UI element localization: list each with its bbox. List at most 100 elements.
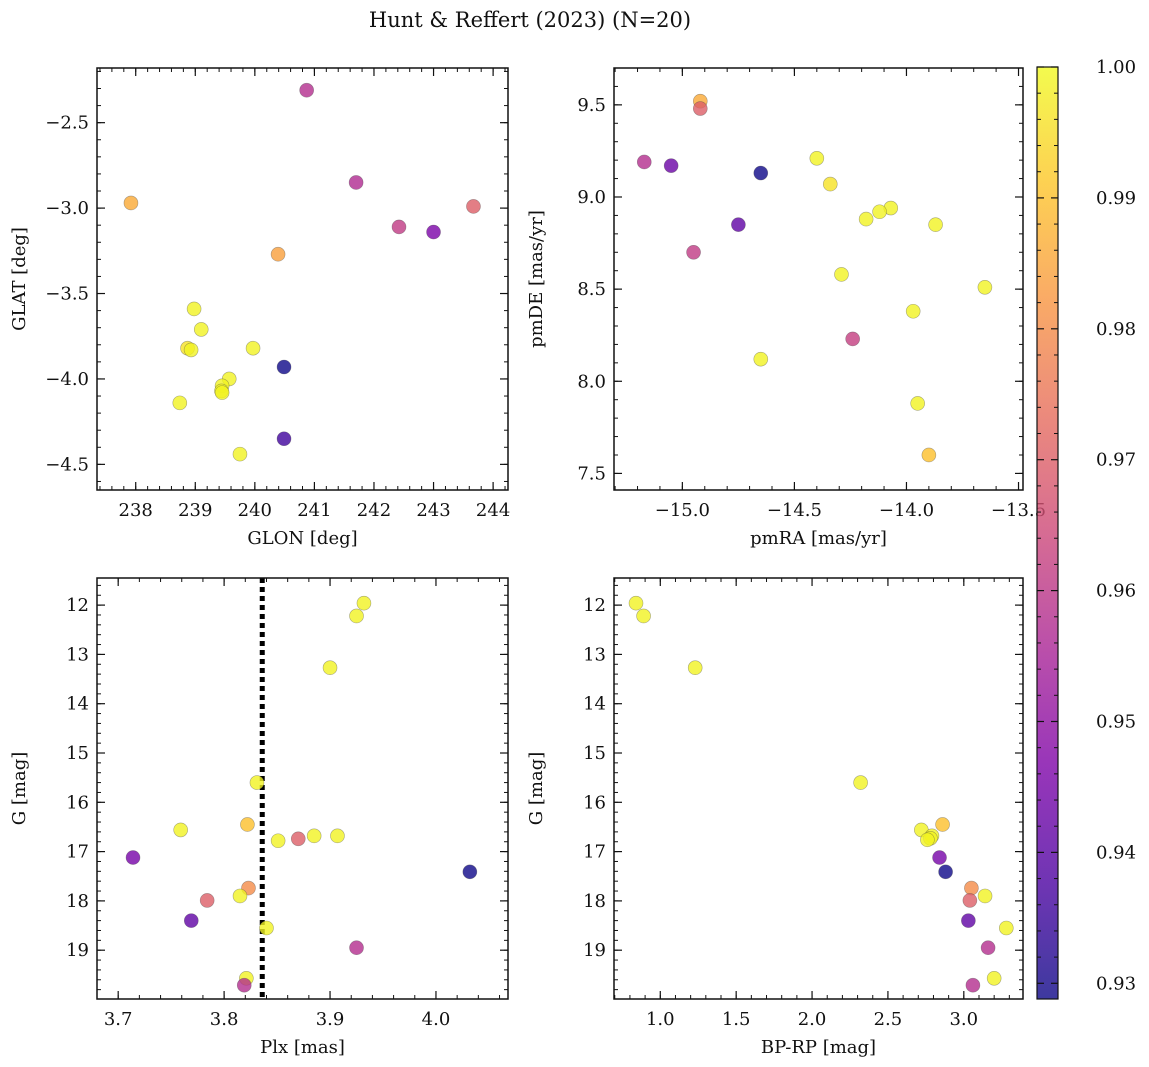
figure-title: Hunt & Reffert (2023) (N=20) (369, 8, 691, 32)
x-tick-label: 3.8 (210, 1009, 239, 1030)
major-ticks (97, 578, 508, 999)
y-tick-label: 14 (583, 694, 606, 715)
x-tick-label: 1.5 (722, 1009, 751, 1030)
x-tick-label: −14.0 (879, 500, 934, 521)
data-point (356, 595, 372, 611)
data-points (628, 595, 1014, 993)
axes-frame (613, 67, 1024, 491)
data-point (270, 833, 286, 849)
data-point (123, 195, 139, 211)
data-point (259, 920, 274, 936)
data-point (183, 913, 199, 928)
x-tick-label: 3.9 (316, 1009, 345, 1030)
data-points (123, 82, 481, 462)
colorbar-tick-label: 0.94 (1096, 842, 1136, 863)
y-tick-label: 15 (66, 743, 89, 764)
data-point (299, 82, 314, 98)
y-tick-label: 12 (66, 595, 89, 616)
data-points (125, 595, 478, 993)
major-ticks (614, 68, 1023, 490)
data-point (391, 219, 407, 235)
y-axis-label: G [mag] (9, 752, 30, 825)
y-tick-label: 14 (66, 694, 89, 715)
data-point (270, 246, 286, 262)
x-tick-label: 4.0 (422, 1009, 451, 1030)
data-point (845, 331, 860, 347)
data-point (928, 217, 943, 232)
data-point (214, 385, 230, 400)
y-tick-label: 17 (66, 842, 89, 863)
subplot-bprp-g: 1.0 1.5 2.0 2.5 3.0 12 13 14 15 16 17 18 19 BP-RP [ma… (526, 577, 1024, 1058)
data-point (330, 828, 345, 844)
data-point (905, 303, 921, 319)
x-tick-label: 2.0 (798, 1009, 827, 1030)
data-point (687, 660, 703, 676)
data-point (809, 150, 825, 166)
y-axis-label: G [mag] (526, 752, 547, 825)
x-tick-label: 238 (119, 500, 153, 521)
data-point (731, 217, 746, 232)
colorbar-tick-label: 0.93 (1096, 973, 1136, 994)
data-point (290, 831, 306, 847)
data-point (426, 224, 441, 240)
minor-ticks (614, 578, 1023, 999)
data-point (306, 828, 322, 844)
y-tick-label: 9.0 (577, 187, 606, 208)
data-point (183, 342, 199, 358)
y-tick-label: 18 (583, 891, 606, 912)
minor-ticks (96, 578, 508, 999)
x-tick-label: 3.7 (104, 1009, 133, 1030)
data-point (276, 359, 292, 375)
colorbar-tick-label: 0.96 (1096, 581, 1136, 602)
y-tick-label: 19 (66, 940, 89, 961)
major-ticks (614, 578, 1023, 999)
y-tick-label: 16 (583, 792, 606, 813)
y-tick-label: −3.0 (45, 198, 89, 219)
y-tick-label: 8.5 (577, 279, 606, 300)
data-point (962, 893, 978, 908)
minor-ticks (97, 68, 508, 490)
y-tick-label: −4.5 (45, 454, 89, 475)
y-tick-label: 8.0 (577, 371, 606, 392)
data-point (236, 977, 252, 993)
y-tick-label: −4.0 (45, 369, 89, 390)
colorbar: 0.93 0.94 0.95 0.96 0.97 0.98 0.99 1.00 (1036, 57, 1136, 1000)
subplot-glon-glat: 238 239 240 241 242 243 244 −2.5 −3.0 −3.5 −4.0 −4.… (9, 67, 510, 549)
data-point (822, 176, 838, 192)
data-point (466, 199, 481, 214)
y-tick-label: 12 (583, 595, 606, 616)
data-point (753, 165, 769, 181)
subplot-grid: 238 239 240 241 242 243 244 −2.5 −3.0 −3.5 −4.0 −4.… (9, 67, 1046, 1058)
data-point (872, 204, 887, 220)
y-tick-label: 19 (583, 940, 606, 961)
data-point (977, 279, 993, 295)
data-point (935, 817, 950, 832)
data-point (245, 340, 261, 356)
data-point (636, 608, 651, 624)
data-point (692, 101, 708, 116)
data-point (349, 608, 364, 624)
data-point (980, 940, 996, 956)
data-point (232, 888, 248, 904)
data-point (199, 893, 215, 908)
data-point (249, 775, 265, 790)
data-point (172, 395, 188, 411)
data-point (628, 595, 644, 611)
major-ticks (97, 68, 508, 490)
colorbar-ticks: 0.93 0.94 0.95 0.96 0.97 0.98 0.99 1.00 (1037, 57, 1136, 994)
y-axis-label: pmDE [mas/yr] (526, 210, 547, 348)
data-point (193, 322, 209, 337)
minor-ticks (614, 67, 1023, 490)
x-tick-label: 242 (357, 500, 391, 521)
x-tick-label: −15.0 (655, 500, 710, 521)
y-tick-label: 15 (583, 743, 606, 764)
data-point (686, 244, 701, 260)
y-tick-label: −3.5 (45, 284, 89, 305)
colorbar-tick-label: 0.97 (1096, 450, 1136, 471)
axes-frame (613, 577, 1024, 1000)
data-point (753, 351, 769, 367)
x-tick-label: −14.5 (767, 500, 822, 521)
data-point (173, 822, 188, 838)
data-point (462, 864, 478, 880)
data-point (932, 850, 947, 865)
